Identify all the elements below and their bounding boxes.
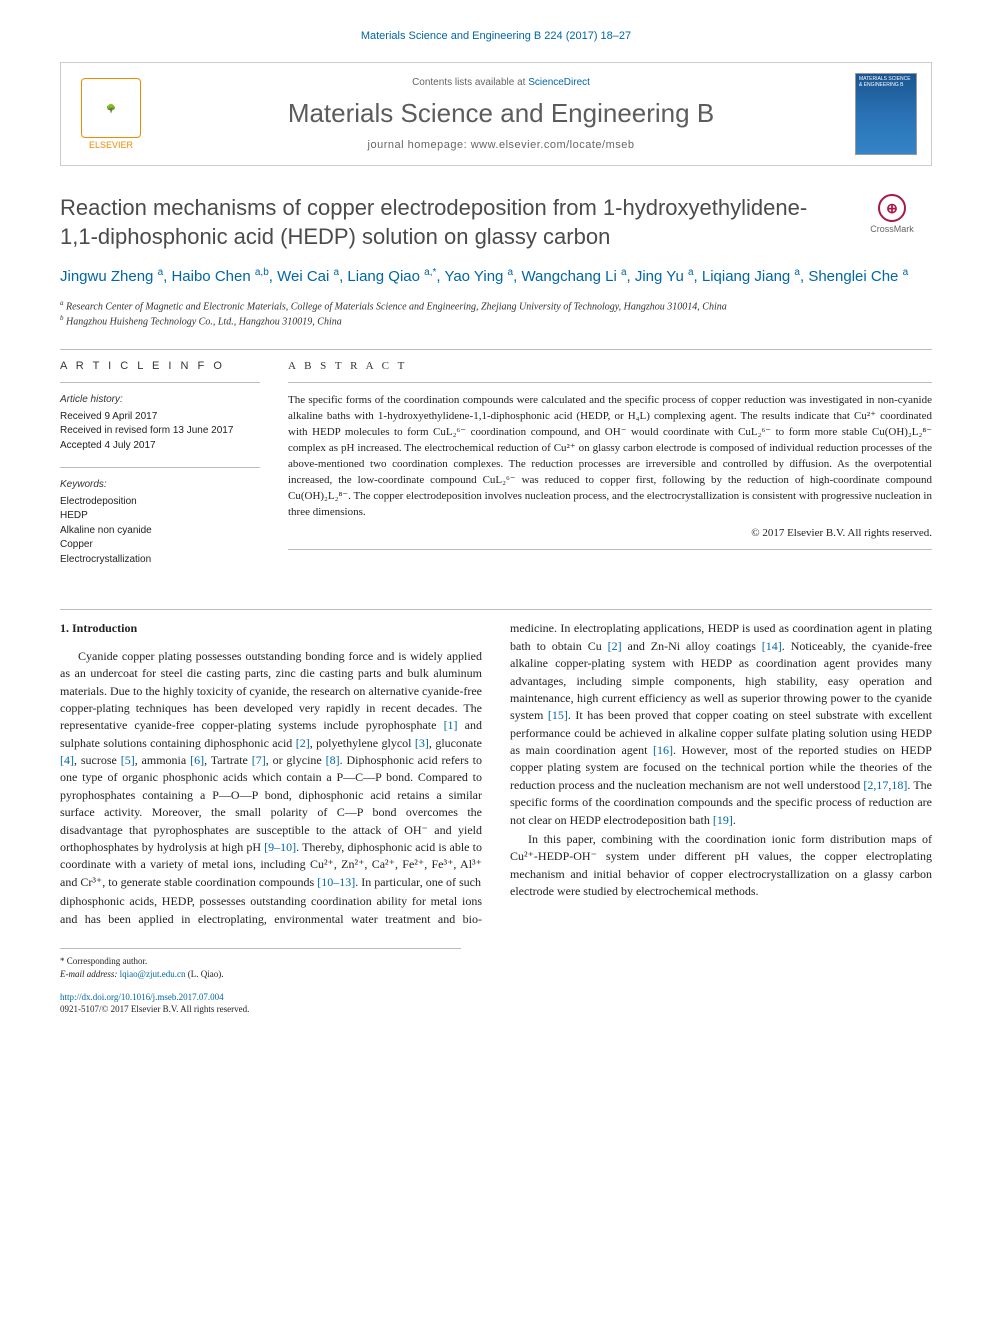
email-suffix: (L. Qiao). <box>185 969 223 979</box>
publisher-name: ELSEVIER <box>75 140 147 150</box>
contents-prefix: Contents lists available at <box>412 77 528 88</box>
history-accepted: Accepted 4 July 2017 <box>60 439 260 454</box>
abstract-copyright: © 2017 Elsevier B.V. All rights reserved… <box>288 527 932 539</box>
journal-homepage: journal homepage: www.elsevier.com/locat… <box>147 139 855 151</box>
separator <box>60 609 932 610</box>
homepage-prefix: journal homepage: <box>368 139 471 151</box>
corresponding-email-line: E-mail address: lqiao@zjut.edu.cn (L. Qi… <box>60 968 461 981</box>
elsevier-tree-icon: 🌳 <box>81 78 141 138</box>
history-received: Received 9 April 2017 <box>60 410 260 425</box>
journal-title: Materials Science and Engineering B <box>147 98 855 129</box>
corresponding-footnote: * Corresponding author. E-mail address: … <box>60 948 461 980</box>
doi-link[interactable]: http://dx.doi.org/10.1016/j.mseb.2017.07… <box>60 992 932 1004</box>
keyword-item: Copper <box>60 538 260 553</box>
article-info-panel: A R T I C L E I N F O Article history: R… <box>60 360 260 581</box>
homepage-url[interactable]: www.elsevier.com/locate/mseb <box>471 139 635 151</box>
keyword-item: HEDP <box>60 509 260 524</box>
affiliation-b: b Hangzhou Huisheng Technology Co., Ltd.… <box>60 314 932 329</box>
intro-para-3: In this paper, combining with the coordi… <box>510 831 932 901</box>
email-link[interactable]: lqiao@zjut.edu.cn <box>120 969 186 979</box>
article-info-heading: A R T I C L E I N F O <box>60 360 260 372</box>
contents-availability: Contents lists available at ScienceDirec… <box>147 77 855 88</box>
keyword-item: Alkaline non cyanide <box>60 524 260 539</box>
crossmark-widget[interactable]: ⊕ CrossMark <box>852 194 932 234</box>
abstract-panel: A B S T R A C T The specific forms of th… <box>288 360 932 581</box>
keyword-item: Electrodeposition <box>60 495 260 510</box>
affiliations: a Research Center of Magnetic and Electr… <box>60 299 932 330</box>
affiliation-a: a Research Center of Magnetic and Electr… <box>60 299 932 314</box>
journal-cover-thumb: MATERIALS SCIENCE & ENGINEERING B <box>855 73 917 155</box>
intro-heading: 1. Introduction <box>60 620 482 637</box>
keywords-label: Keywords: <box>60 478 260 493</box>
keyword-item: Electrocrystallization <box>60 553 260 568</box>
crossmark-label: CrossMark <box>870 224 914 234</box>
article-title: Reaction mechanisms of copper electrodep… <box>60 194 840 251</box>
doi-block: http://dx.doi.org/10.1016/j.mseb.2017.07… <box>60 992 932 1015</box>
sciencedirect-link[interactable]: ScienceDirect <box>528 77 590 88</box>
history-label: Article history: <box>60 393 260 408</box>
author-list: Jingwu Zheng a, Haibo Chen a,b, Wei Cai … <box>60 265 932 289</box>
top-citation: Materials Science and Engineering B 224 … <box>60 30 932 42</box>
introduction-body: 1. Introduction Cyanide copper plating p… <box>60 620 932 928</box>
intro-para-1: Cyanide copper plating possesses outstan… <box>60 648 482 891</box>
abstract-heading: A B S T R A C T <box>288 360 932 372</box>
crossmark-icon: ⊕ <box>878 194 906 222</box>
publisher-logo: 🌳 ELSEVIER <box>75 78 147 150</box>
email-label: E-mail address: <box>60 969 120 979</box>
journal-header: 🌳 ELSEVIER Contents lists available at S… <box>60 62 932 166</box>
issn-copyright: 0921-5107/© 2017 Elsevier B.V. All right… <box>60 1004 932 1016</box>
history-revised: Received in revised form 13 June 2017 <box>60 424 260 439</box>
abstract-text: The specific forms of the coordination c… <box>288 393 932 521</box>
corresponding-author: * Corresponding author. <box>60 955 461 968</box>
separator <box>60 349 932 350</box>
